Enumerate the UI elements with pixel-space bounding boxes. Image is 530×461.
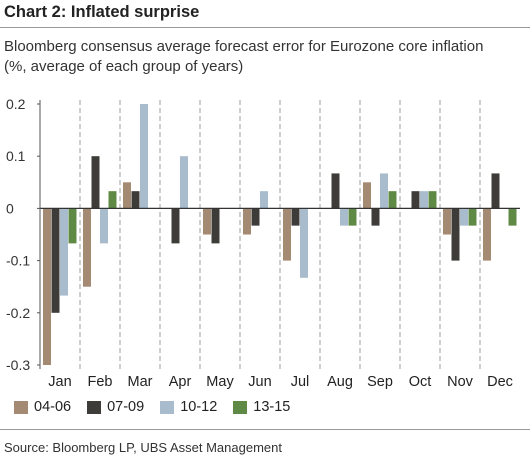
x-tick-label: Sep [367, 374, 393, 390]
y-tick-label: -0.3 [6, 357, 30, 373]
bar-04-06-Jan [43, 208, 51, 365]
legend-item: 10-12 [160, 399, 217, 415]
legend-label: 07-09 [107, 399, 145, 415]
legend-swatch [87, 400, 102, 414]
x-tick-label: Apr [169, 374, 192, 390]
subtitle-line-2: (%, average of each group of years) [4, 58, 244, 75]
y-tick-label: 0 [6, 200, 14, 216]
bar-10-12-Aug [340, 208, 348, 226]
bar-07-09-Feb [91, 156, 100, 209]
bar-07-09-Jun [251, 208, 260, 226]
legend-label: 10-12 [180, 399, 218, 415]
bar-07-09-Jan [51, 208, 60, 313]
bar-04-06-Jul [283, 208, 291, 261]
bar-10-12-Jul [300, 208, 308, 278]
x-tick-label: Mar [128, 374, 153, 390]
bar-10-12-Feb [100, 208, 108, 244]
subtitle-line-1: Bloomberg consensus average forecast err… [4, 38, 484, 55]
bar-10-12-Jun [260, 191, 268, 209]
x-tick-label: Aug [327, 374, 353, 390]
y-tick-label: 0.1 [6, 148, 26, 164]
bar-04-06-Mar [123, 182, 131, 209]
bar-04-06-Sep [363, 182, 371, 209]
chart-source: Source: Bloomberg LP, UBS Asset Manageme… [4, 440, 282, 455]
bar-13-15-Feb [108, 191, 117, 209]
bar-04-06-Jun [243, 208, 251, 235]
y-tick-label: -0.2 [6, 305, 30, 321]
bar-13-15-Sep [388, 191, 397, 209]
x-tick-label: May [206, 374, 234, 390]
bar-07-09-Apr [171, 208, 180, 244]
bar-13-15-Nov [468, 208, 477, 226]
x-tick-label: Nov [447, 374, 474, 390]
bar-07-09-Sep [371, 208, 380, 226]
x-tick-label: Jun [248, 374, 271, 390]
legend-swatch [14, 400, 28, 414]
bar-10-12-Sep [380, 173, 388, 209]
bar-10-12-Mar [140, 104, 148, 209]
chart-title: Chart 2: Inflated surprise [4, 3, 200, 21]
bar-10-12-Nov [460, 208, 468, 226]
bar-07-09-Oct [411, 191, 420, 209]
bar-07-09-Dec [491, 173, 500, 209]
bar-13-15-Oct [428, 191, 437, 209]
x-tick-label: Oct [409, 374, 432, 390]
bar-07-09-Mar [131, 191, 140, 209]
y-tick-label: 0.2 [6, 96, 26, 112]
title-divider [0, 27, 530, 28]
legend-label: 13-15 [253, 399, 291, 415]
bar-04-06-Nov [443, 208, 451, 235]
bar-10-12-Apr [180, 156, 188, 209]
bar-07-09-Nov [451, 208, 460, 261]
bar-07-09-May [211, 208, 220, 244]
legend-item: 13-15 [233, 399, 290, 415]
bar-04-06-May [203, 208, 211, 235]
legend-item: 04-06 [14, 399, 71, 415]
chart-subtitle: Bloomberg consensus average forecast err… [4, 37, 483, 77]
legend-swatch [160, 400, 175, 414]
x-tick-label: Feb [88, 374, 113, 390]
bar-04-06-Feb [83, 208, 91, 287]
bar-07-09-Jul [291, 208, 300, 226]
legend-swatch [233, 400, 248, 414]
bar-13-15-Jan [68, 208, 77, 244]
legend-label: 04-06 [34, 399, 72, 415]
bar-10-12-Jan [60, 208, 68, 296]
chart-legend: 04-06 07-09 10-12 13-15 [14, 399, 306, 415]
y-tick-label: -0.1 [6, 253, 30, 269]
bar-07-09-Aug [331, 173, 340, 209]
bar-04-06-Dec [483, 208, 491, 261]
source-divider [0, 429, 530, 430]
x-tick-label: Jan [48, 374, 71, 390]
bar-13-15-Aug [348, 208, 357, 226]
x-tick-label: Jul [291, 374, 310, 390]
bar-10-12-Oct [420, 191, 428, 209]
bar-13-15-Dec [508, 208, 517, 226]
x-tick-label: Dec [487, 374, 513, 390]
legend-item: 07-09 [87, 399, 144, 415]
